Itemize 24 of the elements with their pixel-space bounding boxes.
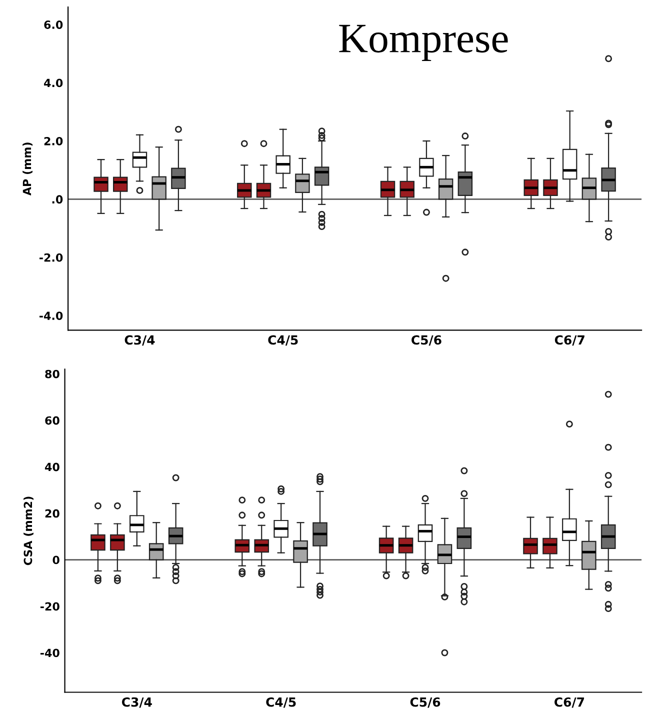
y-tick-label: 4.0 xyxy=(44,78,63,88)
y-tick-label: 0 xyxy=(52,556,60,564)
x-tick-label: C4/5 xyxy=(266,697,296,708)
y-tick-label: 40 xyxy=(44,462,60,472)
y-tick-label: 80 xyxy=(45,370,60,378)
chart-title: Komprese xyxy=(339,24,508,62)
y-tick-label: 2.0 xyxy=(44,136,63,146)
y-tick-label: 6.0 xyxy=(44,20,63,29)
y-tick-label: -40 xyxy=(40,648,60,658)
x-tick-label: C3/4 xyxy=(124,335,155,346)
x-tick-label: C6/7 xyxy=(554,697,584,708)
y-axis-title: CSA (mm2) xyxy=(24,496,34,566)
y-tick-label: 20 xyxy=(45,509,60,518)
x-tick-label: C5/6 xyxy=(410,697,440,708)
y-axis-title: AP (mm) xyxy=(22,142,32,196)
y-tick-label: 60 xyxy=(45,416,60,425)
y-tick-label: -20 xyxy=(40,602,60,611)
x-tick-label: C5/6 xyxy=(412,335,442,346)
x-tick-label: C3/4 xyxy=(122,697,152,708)
y-tick-label: -4.0 xyxy=(39,312,63,320)
x-tick-label: C6/7 xyxy=(554,335,584,346)
y-tick-label: -2.0 xyxy=(39,253,63,262)
x-tick-label: C4/5 xyxy=(268,335,298,346)
y-tick-label: .0 xyxy=(52,195,63,204)
